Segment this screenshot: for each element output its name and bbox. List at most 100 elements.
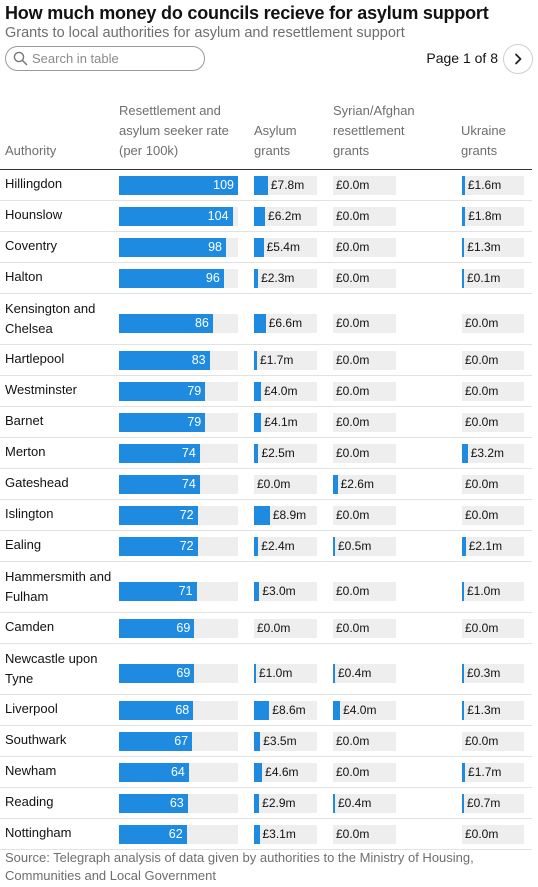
next-page-button[interactable] [503,44,533,74]
column-header-line: Syrian/Afghan [333,103,415,118]
ukraine-grant-value: £1.0m [467,584,501,598]
ukraine-grant-track: £0.0m [462,382,524,401]
table-row: Gateshead 74 £0.0m £2.6m £0.0m [0,469,532,500]
table-row: Hartlepool 83 £1.7m £0.0m £0.0m [0,345,532,376]
column-header-authority[interactable]: Authority [5,141,56,161]
syrian-grant-track: £0.4m [333,664,396,683]
source-note: Source: Telegraph analysis of data given… [5,850,474,883]
ukraine-grant-bar [462,701,465,720]
rate-bar-track: 64 [119,763,238,782]
syrian-grant-value: £0.0m [336,621,370,635]
page-subtitle: Grants to local authorities for asylum a… [5,25,405,41]
rate-bar: 68 [119,701,194,720]
syrian-grant-value: £0.0m [336,508,370,522]
rate-value: 109 [213,178,234,192]
syrian-grant-bar [333,701,341,720]
authority-name: Camden [5,619,55,634]
ukraine-grant-value: £0.3m [467,666,501,680]
syrian-grant-value: £0.0m [336,827,370,841]
asylum-grant-track: £6.2m [254,207,317,226]
syrian-grant-track: £0.0m [333,582,396,601]
syrian-grant-track: £0.0m [333,825,396,844]
authority-name: Hillingdon [5,176,63,191]
ukraine-grant-track: £0.7m [462,794,524,813]
rate-bar: 83 [119,351,210,370]
syrian-grant-bar [333,664,335,683]
rate-bar: 104 [119,207,233,226]
ukraine-grant-value: £0.0m [465,316,499,330]
asylum-grant-track: £0.0m [254,475,317,494]
authority-name: Gateshead [5,475,69,490]
ukraine-grant-value: £1.7m [468,765,502,779]
ukraine-grant-track: £1.0m [462,582,524,601]
rate-bar: 71 [119,582,197,601]
syrian-grant-value: £0.0m [336,271,370,285]
asylum-grant-track: £7.8m [254,176,317,195]
asylum-grant-bar [254,825,260,844]
syrian-grant-value: £0.0m [336,384,370,398]
syrian-grant-bar [333,475,338,494]
asylum-grant-track: £3.5m [254,732,317,751]
ukraine-grant-value: £0.7m [467,796,501,810]
asylum-grant-value: £7.8m [270,178,305,192]
syrian-grant-track: £0.0m [333,732,396,751]
authority-name: Hammersmith and Fulham [5,569,112,604]
ukraine-grant-track: £0.0m [462,732,524,751]
asylum-grant-bar [254,582,260,601]
asylum-grant-track: £3.0m [254,582,317,601]
asylum-grant-bar [254,314,266,333]
asylum-grant-value: £6.6m [268,316,303,330]
syrian-grant-value: £0.4m [338,796,372,810]
rate-bar-track: 79 [119,413,238,432]
syrian-grant-value: £2.6m [340,477,374,491]
column-header-line: asylum seeker rate [119,123,229,138]
search-box[interactable] [5,46,205,71]
table-row: Camden 69 £0.0m £0.0m £0.0m [0,613,532,644]
column-header-line: grants [461,143,498,158]
column-header-line: resettlement [333,123,405,138]
ukraine-grant-bar [462,207,466,226]
authority-name: Southwark [5,732,67,747]
column-header-ukraine[interactable]: Ukraine grants [461,121,506,161]
asylum-grant-bar [254,444,259,463]
asylum-grant-track: £0.0m [254,619,317,638]
ukraine-grant-value: £1.8m [468,209,502,223]
asylum-grant-value: £8.9m [272,508,307,522]
table-row: Southwark 67 £3.5m £0.0m £0.0m [0,726,532,757]
ukraine-grant-value: £0.0m [465,415,499,429]
asylum-grant-value: £3.1m [262,827,296,841]
ukraine-grant-value: £0.0m [465,384,499,398]
column-header-syrian[interactable]: Syrian/Afghan resettlement grants [333,101,415,161]
syrian-grant-bar [333,794,335,813]
ukraine-grant-track: £0.3m [462,664,524,683]
rate-bar: 67 [119,732,193,751]
column-header-rate[interactable]: Resettlement and asylum seeker rate (per… [119,101,229,161]
ukraine-grant-value: £1.3m [467,240,501,254]
syrian-grant-track: £0.0m [333,506,396,525]
authority-name: Newham [5,763,57,778]
rate-bar: 62 [119,825,187,844]
asylum-grant-track: £6.6m [254,314,317,333]
ukraine-grant-track: £0.0m [462,475,524,494]
asylum-grant-bar [254,176,268,195]
ukraine-grant-value: £3.2m [470,446,505,460]
table-row: Hillingdon 109 £7.8m £0.0m £1.6m [0,170,532,201]
asylum-grant-bar [254,763,263,782]
rate-value: 69 [176,621,191,635]
pagination-label: Page 1 of 8 [426,50,498,66]
table-row: Hounslow 104 £6.2m £0.0m £1.8m [0,201,532,232]
table-row: Merton 74 £2.5m £0.0m £3.2m [0,438,532,469]
asylum-grant-value: £0.0m [257,621,291,635]
syrian-grant-track: £0.0m [333,314,396,333]
column-header-asylum[interactable]: Asylum grants [254,121,297,161]
ukraine-grant-bar [462,763,466,782]
authority-name: Halton [5,269,43,284]
asylum-grant-value: £3.5m [263,734,297,748]
asylum-grant-track: £3.1m [254,825,317,844]
rate-bar-track: 69 [119,619,238,638]
syrian-grant-bar [333,537,335,556]
search-input[interactable] [32,49,197,68]
ukraine-grant-track: £0.0m [462,825,524,844]
rate-bar-track: 96 [119,269,238,288]
asylum-grant-value: £0.0m [257,477,291,491]
